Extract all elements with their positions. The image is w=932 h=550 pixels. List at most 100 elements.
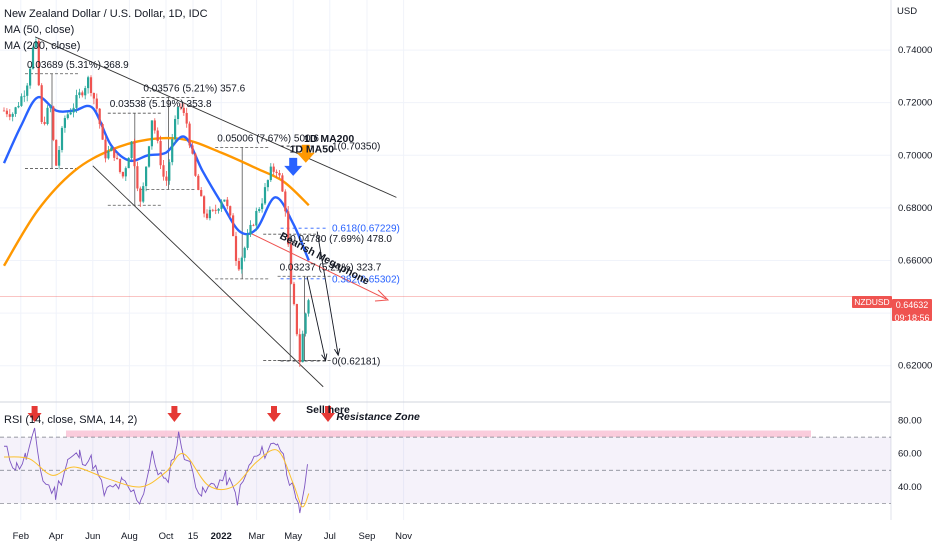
candle-body (301, 333, 304, 363)
time-tick-label: May (284, 531, 302, 542)
candle-body (110, 147, 113, 152)
last-price-value-tag: 0.64632 09:18:56 (892, 299, 932, 323)
last-price-tag: NZDUSD (852, 296, 892, 308)
projection-arrow-head (334, 348, 341, 357)
candle-body (142, 186, 145, 202)
candle-body (31, 47, 35, 69)
candle-body (197, 175, 200, 191)
candle-body (217, 208, 220, 211)
candle-body (69, 112, 72, 115)
candle-body (266, 180, 269, 188)
ma50-annotation: 1D MA50 (290, 144, 335, 156)
fib-level-label: 1(0.70350) (332, 142, 380, 153)
chart-legend: New Zealand Dollar / U.S. Dollar, 1D, ID… (4, 6, 208, 54)
price-tick-label: 0.66000 (898, 255, 932, 266)
candle-body (281, 175, 284, 192)
measure-label: 0.04780 (7.69%) 478.0 (290, 234, 392, 245)
candle-body (55, 139, 58, 166)
rsi-lines[interactable] (3, 406, 335, 514)
candle-body (159, 140, 162, 166)
candle-body (124, 168, 127, 177)
candle-body (249, 224, 252, 235)
candle-body (107, 151, 110, 159)
candle-body (168, 162, 171, 181)
ma50-line[interactable] (2, 95, 310, 261)
candle-body (243, 247, 246, 258)
candle-body (118, 158, 122, 172)
candles[interactable] (2, 38, 310, 367)
candle-body (208, 209, 211, 219)
candle-body (17, 105, 20, 108)
candle-body (63, 118, 66, 128)
sell-here-label: Sell here (306, 404, 350, 416)
candle-body (200, 190, 203, 197)
projection-arrow-head (321, 353, 328, 362)
candle-body (20, 96, 23, 106)
measure-label: 0.03538 (5.19%) 353.8 (110, 99, 212, 110)
candle-body (8, 114, 11, 117)
rsi-legend[interactable]: RSI (14, close, SMA, 14, 2) (4, 414, 138, 426)
candle-body (272, 166, 275, 172)
ma200-path (2, 136, 310, 267)
candle-body (5, 110, 8, 115)
megaphone-red-arrow-head (374, 289, 390, 302)
ma50-legend[interactable]: MA (50, close) (4, 24, 75, 36)
candle-body (232, 215, 235, 237)
sell-signal-arrow (167, 406, 182, 422)
candle-body (34, 41, 37, 48)
candle-body (84, 88, 87, 96)
candle-body (269, 166, 272, 181)
candle-body (104, 139, 107, 159)
ma50-blue-arrow (284, 157, 303, 176)
rsi-tick-label: 40.00 (898, 482, 922, 493)
time-tick-label: Aug (121, 531, 138, 542)
candle-body (162, 165, 165, 177)
time-tick-label: Mar (248, 531, 264, 542)
chart-drawings[interactable] (0, 36, 891, 388)
candle-body (290, 244, 293, 284)
rsi-path (3, 427, 308, 514)
fib-level-label: 0.382(0.65302) (332, 274, 400, 285)
price-tick-label: 0.70000 (898, 150, 932, 161)
candle-body (89, 77, 93, 94)
candle-body (153, 120, 156, 131)
candle-body (174, 119, 177, 140)
candle-body (246, 234, 249, 248)
candle-body (188, 123, 191, 146)
candle-body (72, 107, 75, 113)
price-tick-label: 0.74000 (898, 45, 932, 56)
candle-body (75, 95, 78, 108)
symbol-title[interactable]: New Zealand Dollar / U.S. Dollar, 1D, ID… (4, 8, 208, 20)
candle-body (2, 110, 6, 112)
time-tick-label: Jul (324, 531, 336, 542)
sell-signal-arrow (321, 406, 335, 422)
measure-label: 0.05006 (7.67%) 500.6 (217, 133, 319, 144)
candle-body (58, 149, 61, 166)
candle-body (92, 93, 95, 99)
candle-body (226, 199, 229, 207)
time-tick-label: Feb (13, 531, 29, 542)
time-tick-label: Apr (49, 531, 64, 542)
candle-body (220, 201, 223, 209)
candle-body (52, 106, 55, 140)
projection-arrow (306, 276, 327, 361)
candle-body (26, 85, 29, 96)
ma200-legend[interactable]: MA (200, close) (4, 40, 81, 52)
annotation-texts: 1(0.70350) 0.618(0.67229) 0.382(0.65302) 0(… (27, 60, 420, 423)
candle-body (307, 300, 310, 314)
candle-body (258, 209, 261, 211)
candle-body (147, 146, 151, 167)
candle-body (211, 209, 214, 211)
candle-body (205, 213, 209, 219)
candle-body (191, 145, 194, 154)
ma50-path (2, 95, 310, 261)
candle-body (150, 120, 153, 147)
price-tick-label: 0.62000 (898, 361, 932, 372)
candle-body (60, 127, 64, 150)
ma200-line[interactable] (2, 136, 310, 267)
time-tick-label: 15 (188, 531, 199, 542)
candle-body (182, 107, 185, 113)
time-tick-label: Sep (359, 531, 376, 542)
rsi-tick-label: 60.00 (898, 449, 922, 460)
